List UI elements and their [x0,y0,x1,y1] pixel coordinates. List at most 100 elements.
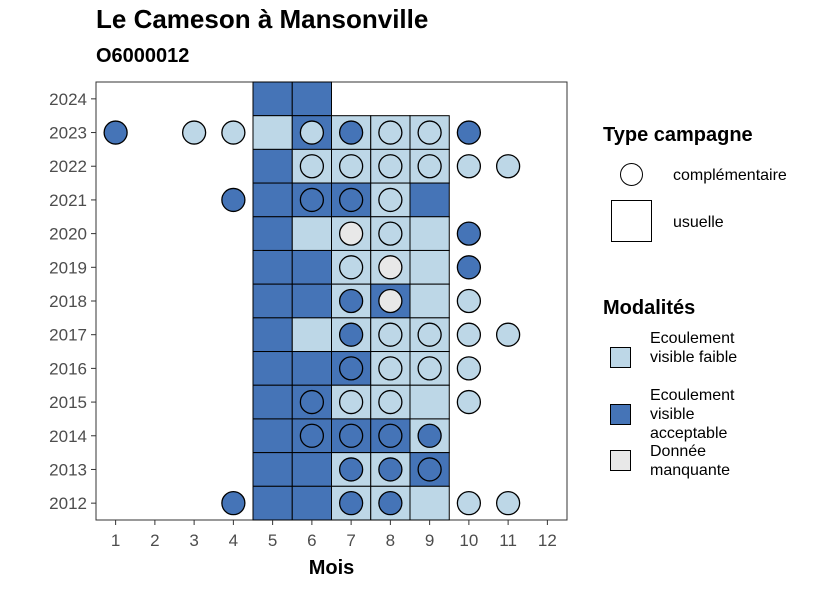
point-complementaire [299,423,325,448]
point-complementaire [338,457,364,482]
y-tick-label: 2014 [49,427,87,446]
x-tick-label: 3 [189,531,198,550]
tile-usuelle [252,283,293,319]
tile-usuelle [252,452,293,487]
tile-usuelle [252,384,293,420]
tile-usuelle [252,115,293,150]
point-complementaire [378,389,403,415]
x-tick-label: 11 [499,531,517,550]
point-complementaire [456,120,482,145]
tile-usuelle [409,216,450,251]
tile-usuelle [252,216,293,251]
tile-usuelle [252,182,293,218]
x-tick-label: 2 [150,531,159,550]
y-tick-label: 2017 [49,326,87,345]
point-complementaire [338,423,364,448]
x-tick-label: 8 [386,531,395,550]
point-complementaire [103,120,128,145]
tile-usuelle [291,485,332,521]
chart-title: Le Cameson à Mansonville [96,4,429,34]
x-tick-label: 7 [346,531,355,550]
point-complementaire [456,255,482,280]
tile-usuelle [409,485,450,521]
tile-usuelle [252,351,293,386]
point-complementaire [299,389,325,415]
x-tick-label: 1 [111,531,120,550]
point-complementaire [378,457,403,482]
point-complementaire [417,423,442,448]
legend-square-icon [611,200,652,242]
y-tick-label: 2012 [49,494,87,513]
point-complementaire [338,187,364,213]
y-tick-label: 2015 [49,393,87,412]
tile-usuelle [409,182,450,218]
point-complementaire [338,288,364,314]
point-complementaire [378,154,403,179]
tile-usuelle [252,81,293,117]
legend-shape-item-complementaire: complémentaire [673,167,787,184]
tile-usuelle [409,384,450,420]
tile-usuelle [252,249,293,285]
point-complementaire [378,255,403,280]
point-complementaire [221,491,246,516]
point-complementaire [456,356,482,381]
x-tick-label: 5 [268,531,277,550]
point-complementaire [338,491,364,516]
y-tick-label: 2024 [49,90,87,109]
point-complementaire [456,221,482,246]
chart-subtitle: O6000012 [96,45,190,67]
point-complementaire [378,356,403,381]
point-complementaire [495,154,521,179]
tile-usuelle [409,249,450,285]
point-complementaire [378,288,403,314]
point-complementaire [299,154,325,179]
point-complementaire [338,221,364,246]
point-complementaire [338,389,364,415]
y-tick-label: 2019 [49,258,87,277]
y-tick-label: 2021 [49,191,87,210]
tile-usuelle [291,452,332,487]
y-tick-label: 2022 [49,157,87,176]
point-complementaire [456,288,482,314]
x-tick-label: 6 [307,531,316,550]
tile-usuelle [291,317,332,353]
tile-usuelle [291,249,332,285]
point-complementaire [299,120,325,145]
point-complementaire [378,423,403,448]
tile-usuelle [409,283,450,319]
x-tick-label: 4 [229,531,238,550]
tile-usuelle [252,418,293,454]
point-complementaire [417,457,442,482]
tile-usuelle [291,81,332,117]
legend-fill-item-manquante: Donnée manquante [650,443,731,479]
point-complementaire [181,120,207,145]
x-axis-label: Mois [309,557,355,579]
legend-circle-icon [620,163,643,186]
legend-swatch-faible [610,347,631,368]
tile-usuelle [252,485,293,521]
point-complementaire [378,221,403,246]
point-complementaire [456,322,482,347]
point-complementaire [378,322,403,347]
point-complementaire [456,154,482,179]
point-complementaire [338,120,364,145]
point-complementaire [417,120,442,145]
x-tick-label: 9 [425,531,434,550]
tile-usuelle [291,351,332,386]
point-complementaire [456,491,482,516]
point-complementaire [378,491,403,516]
tile-usuelle [291,283,332,319]
point-complementaire [417,356,442,381]
y-tick-label: 2023 [49,124,87,143]
point-complementaire [338,255,364,280]
point-complementaire [378,187,403,213]
y-tick-label: 2016 [49,359,87,378]
tile-usuelle [252,148,293,184]
point-complementaire [221,120,246,145]
point-complementaire [338,154,364,179]
legend-shape-item-usuelle: usuelle [673,214,724,231]
legend-shape-title: Type campagne [603,124,753,146]
point-complementaire [495,322,521,347]
point-complementaire [338,322,364,347]
x-tick-label: 10 [459,531,478,550]
